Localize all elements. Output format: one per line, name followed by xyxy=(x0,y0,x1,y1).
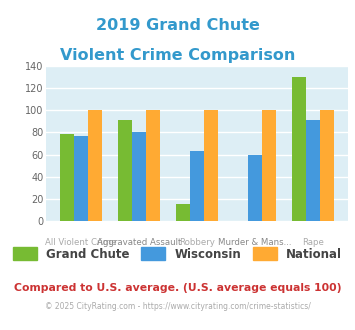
Bar xyxy=(306,120,320,221)
Bar xyxy=(146,110,160,221)
Text: Aggravated Assault: Aggravated Assault xyxy=(97,238,181,247)
Bar xyxy=(262,110,276,221)
Bar xyxy=(292,77,306,221)
Bar xyxy=(118,120,132,221)
Bar xyxy=(248,155,262,221)
Text: Robbery: Robbery xyxy=(179,238,215,247)
Text: Compared to U.S. average. (U.S. average equals 100): Compared to U.S. average. (U.S. average … xyxy=(14,283,341,293)
Bar xyxy=(60,134,74,221)
Bar xyxy=(88,110,102,221)
Text: Murder & Mans...: Murder & Mans... xyxy=(218,238,292,247)
Bar xyxy=(176,205,190,221)
Text: 2019 Grand Chute: 2019 Grand Chute xyxy=(95,18,260,33)
Text: © 2025 CityRating.com - https://www.cityrating.com/crime-statistics/: © 2025 CityRating.com - https://www.city… xyxy=(45,302,310,312)
Bar xyxy=(190,151,204,221)
Text: All Violent Crime: All Violent Crime xyxy=(45,238,116,247)
Bar xyxy=(132,132,146,221)
Bar xyxy=(320,110,334,221)
Bar xyxy=(204,110,218,221)
Text: Rape: Rape xyxy=(302,238,324,247)
Legend: Grand Chute, Wisconsin, National: Grand Chute, Wisconsin, National xyxy=(13,248,342,261)
Text: Violent Crime Comparison: Violent Crime Comparison xyxy=(60,48,295,62)
Bar xyxy=(74,136,88,221)
